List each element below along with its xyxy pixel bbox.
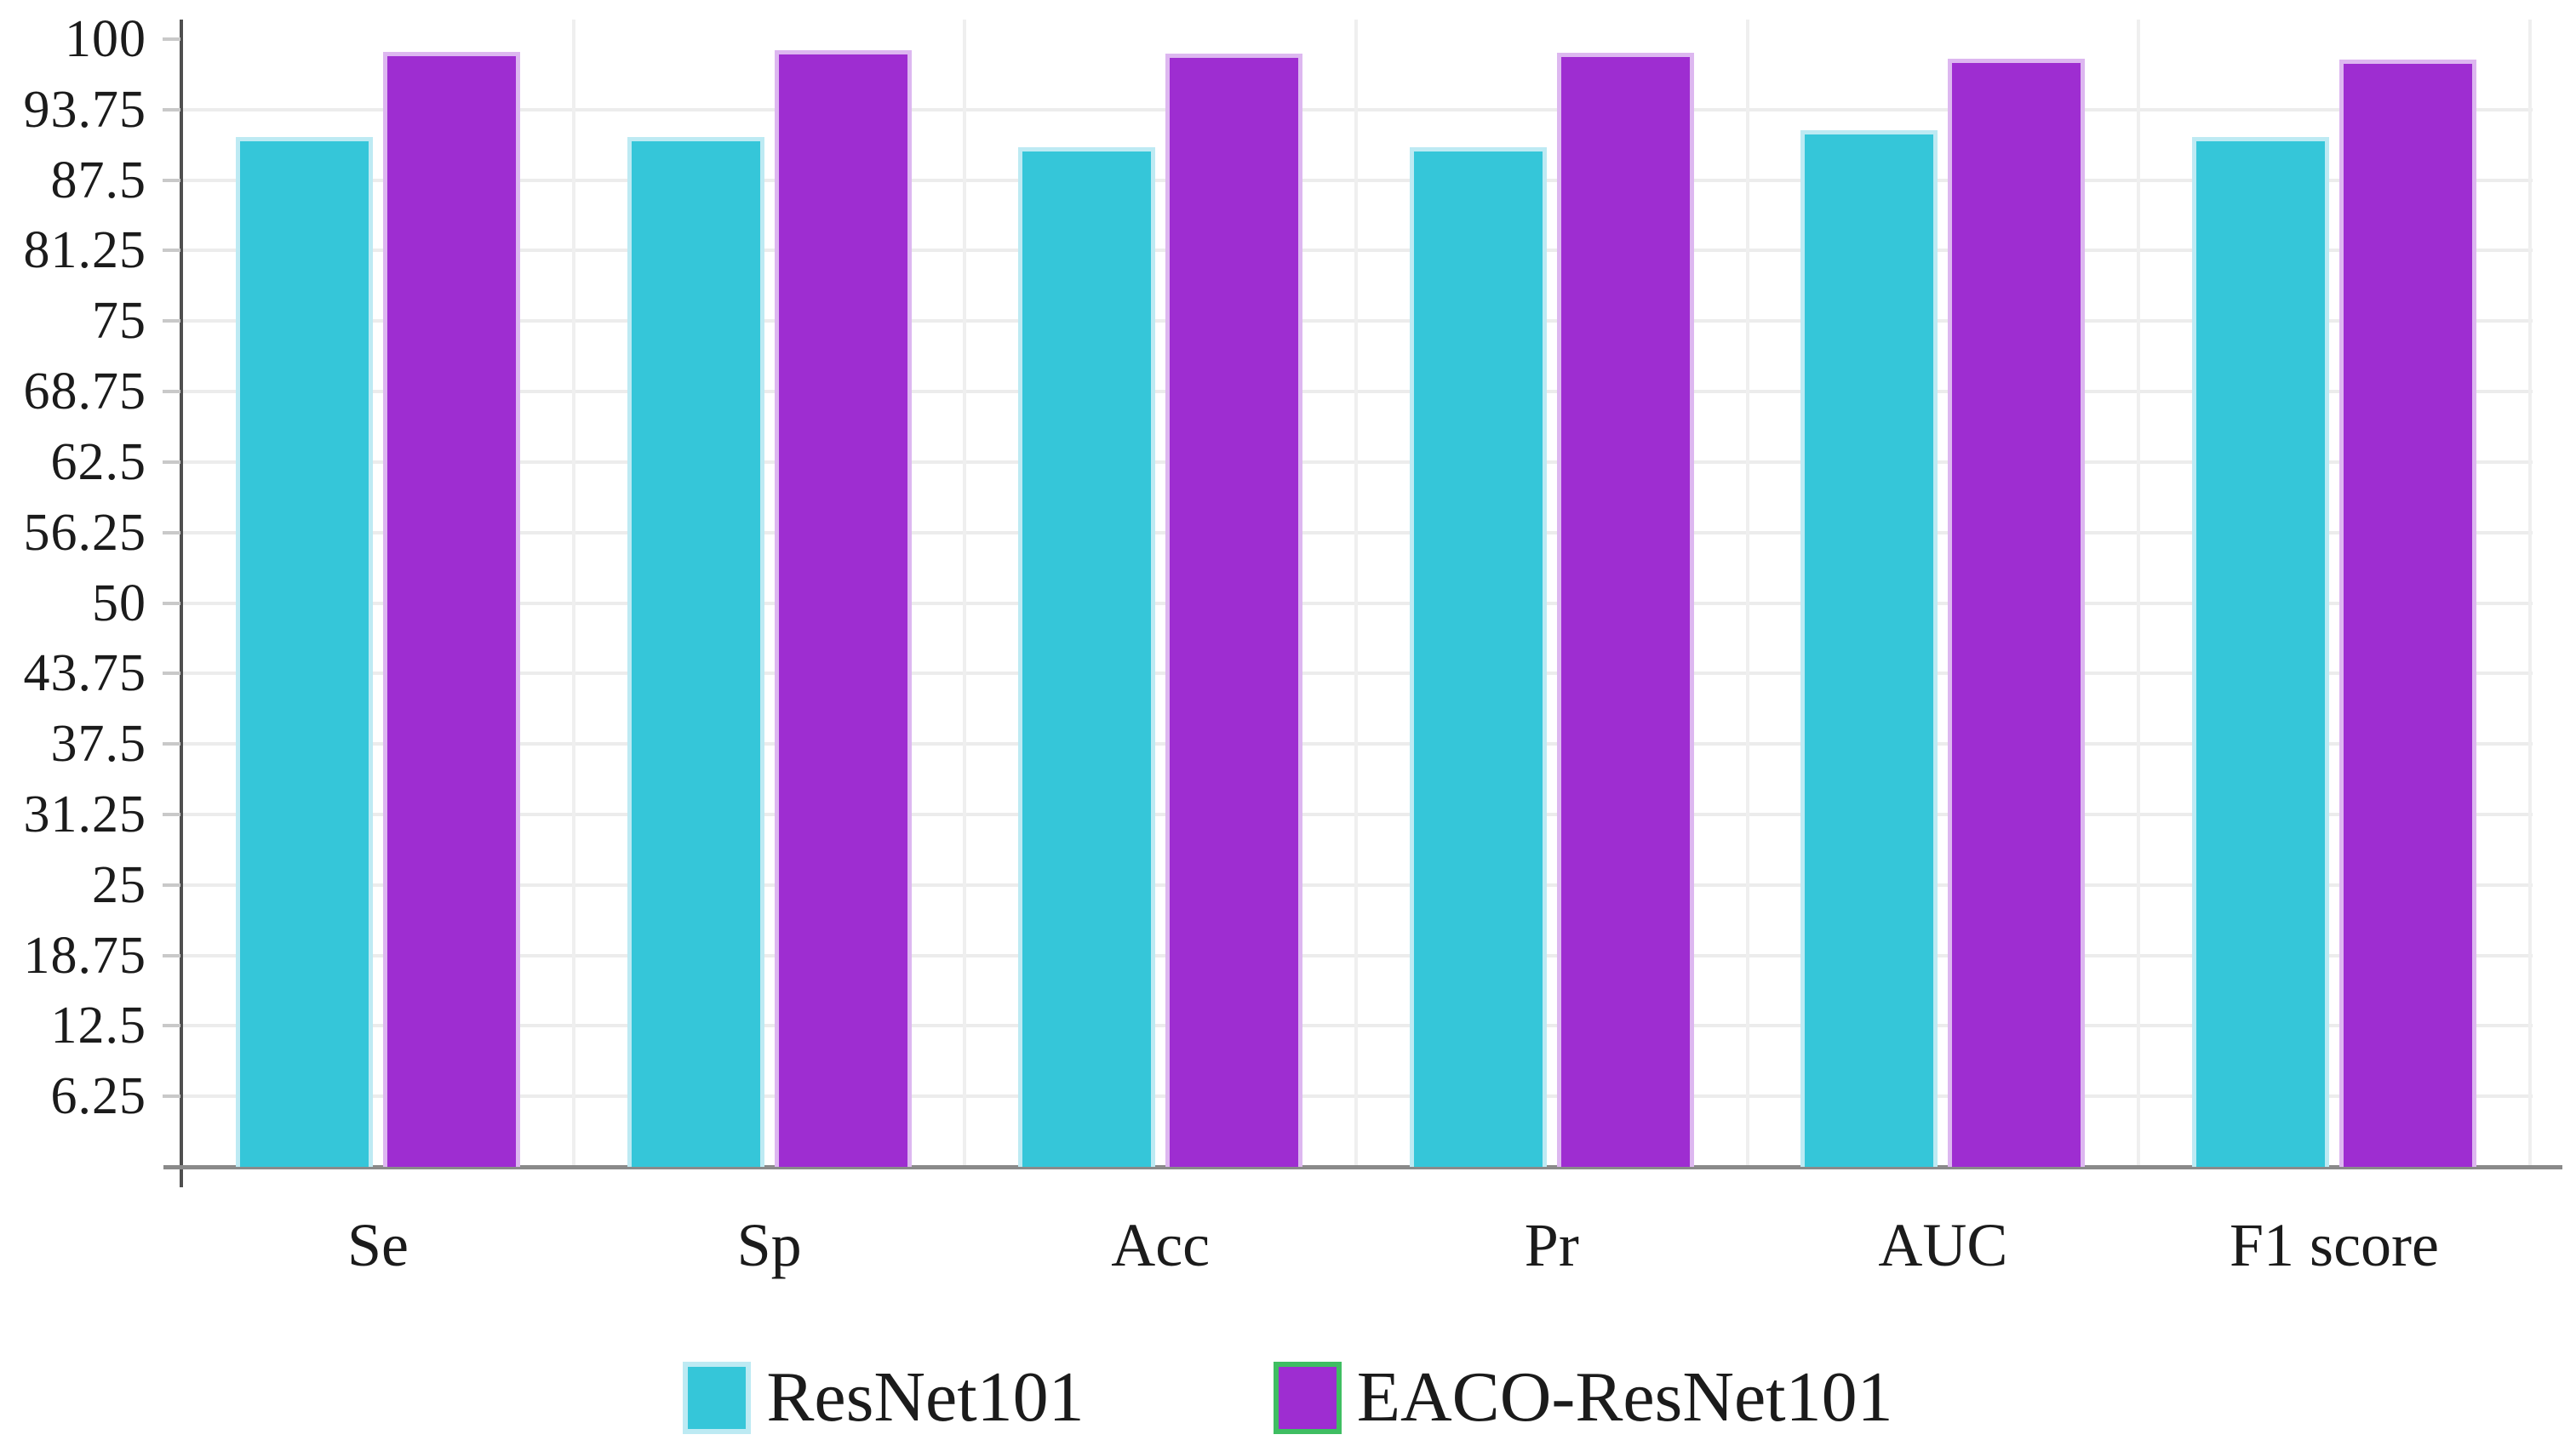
v-gridline xyxy=(2527,20,2532,1167)
y-tick-label: 43.75 xyxy=(23,644,146,703)
y-tick xyxy=(163,319,180,323)
bar-resnet101-se[interactable] xyxy=(236,137,373,1167)
y-tick xyxy=(163,37,180,41)
legend-item-resnet101[interactable]: ResNet101 xyxy=(683,1355,1085,1440)
bar-eaco-resnet101-sp[interactable] xyxy=(774,50,912,1167)
legend-swatch-resnet101 xyxy=(683,1361,752,1434)
y-tick xyxy=(163,249,180,253)
bar-eaco-resnet101-se[interactable] xyxy=(383,51,520,1167)
v-gridline xyxy=(1745,20,1749,1167)
y-axis-line xyxy=(180,20,183,1187)
y-tick-label: 75 xyxy=(92,292,146,351)
y-tick xyxy=(163,460,180,464)
v-gridline xyxy=(963,20,967,1167)
y-tick xyxy=(163,1095,180,1099)
y-tick xyxy=(163,1024,180,1028)
y-tick-label: 6.25 xyxy=(50,1067,146,1126)
y-tick xyxy=(163,390,180,394)
y-tick-label: 68.75 xyxy=(23,363,146,421)
x-axis-label-pr: Pr xyxy=(1524,1211,1579,1279)
y-tick xyxy=(163,883,180,887)
y-tick-label: 62.5 xyxy=(50,432,146,491)
x-axis-label-auc: AUC xyxy=(1878,1211,2008,1279)
y-tick-label: 37.5 xyxy=(50,715,146,774)
y-tick-label: 81.25 xyxy=(23,221,146,280)
y-tick xyxy=(163,672,180,676)
y-tick xyxy=(163,812,180,816)
bar-eaco-resnet101-f1-score[interactable] xyxy=(2339,59,2476,1167)
y-tick xyxy=(163,178,180,182)
y-tick-label: 25 xyxy=(92,855,146,914)
v-gridline xyxy=(2137,20,2141,1167)
y-tick xyxy=(163,742,180,746)
y-tick-label: 100 xyxy=(65,10,146,68)
x-axis-line xyxy=(163,1165,2562,1169)
bar-resnet101-f1-score[interactable] xyxy=(2192,137,2329,1167)
x-axis-label-acc: Acc xyxy=(1111,1211,1211,1279)
y-tick-label: 93.75 xyxy=(23,80,146,139)
bar-eaco-resnet101-auc[interactable] xyxy=(1948,58,2086,1167)
x-axis-label-se: Se xyxy=(347,1211,409,1279)
y-tick xyxy=(163,107,180,111)
v-gridline xyxy=(1354,20,1358,1167)
x-axis-label-sp: Sp xyxy=(736,1211,802,1279)
x-axis-label-f1-score: F1 score xyxy=(2230,1211,2439,1279)
y-tick-label: 56.25 xyxy=(23,503,146,562)
y-tick xyxy=(163,953,180,957)
y-tick-label: 31.25 xyxy=(23,785,146,843)
legend-item-eaco-resnet101[interactable]: EACO-ResNet101 xyxy=(1273,1355,1893,1440)
y-tick-label: 18.75 xyxy=(23,926,146,985)
bar-resnet101-pr[interactable] xyxy=(1409,147,1547,1167)
legend: ResNet101 EACO-ResNet101 xyxy=(0,1355,2576,1440)
bar-eaco-resnet101-acc[interactable] xyxy=(1165,54,1303,1167)
y-tick xyxy=(163,601,180,605)
bar-eaco-resnet101-pr[interactable] xyxy=(1556,52,1694,1167)
bar-resnet101-acc[interactable] xyxy=(1018,147,1156,1167)
y-tick xyxy=(163,530,180,534)
v-gridline xyxy=(571,20,575,1167)
legend-label-eaco-resnet101: EACO-ResNet101 xyxy=(1356,1357,1893,1437)
legend-swatch-eaco-resnet101 xyxy=(1273,1361,1342,1434)
legend-label-resnet101: ResNet101 xyxy=(766,1357,1085,1437)
y-tick-label: 87.5 xyxy=(50,151,146,209)
bar-resnet101-auc[interactable] xyxy=(1800,130,1938,1167)
y-tick-label: 12.5 xyxy=(50,997,146,1055)
y-tick-label: 50 xyxy=(92,574,146,632)
bar-resnet101-sp[interactable] xyxy=(627,137,764,1167)
